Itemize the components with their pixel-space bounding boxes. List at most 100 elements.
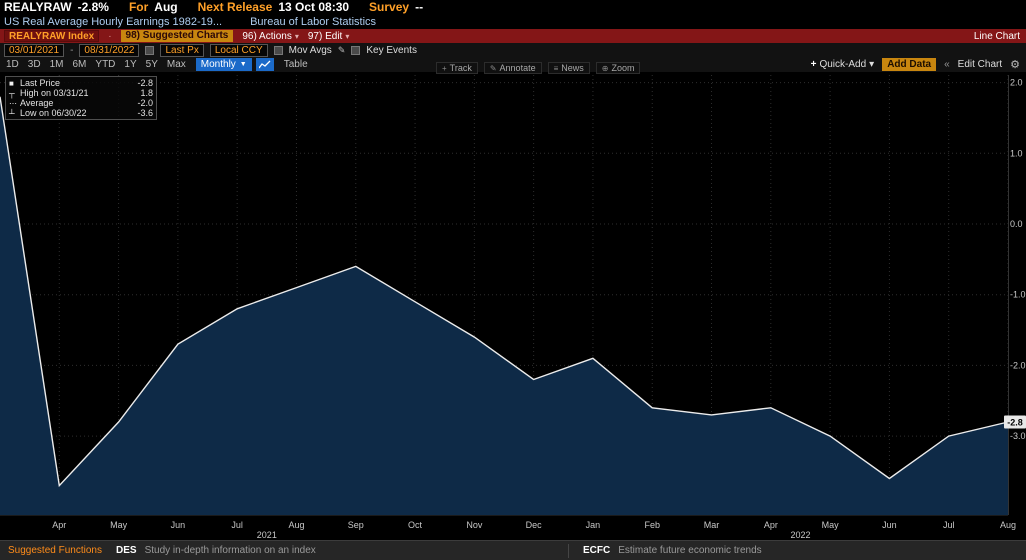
for-label: For (128, 0, 149, 14)
chart-tool-news[interactable]: ≡ News (547, 62, 590, 74)
edit-chart-button[interactable]: Edit Chart (957, 59, 1003, 70)
table-view-button[interactable]: Table (283, 59, 308, 70)
period-selector: 1D 3D 1M 6M YTD 1Y 5Y Max (6, 59, 186, 70)
edit-label: 97) Edit (307, 30, 343, 42)
chart-tools: + Track ✎ Annotate ≡ News ⊕ Zoom (436, 62, 641, 74)
frequency-select[interactable]: Monthly ▼ (195, 58, 252, 71)
start-date-input[interactable]: 03/01/2021 (4, 43, 65, 57)
security-field[interactable]: REALYRAW Index (4, 30, 100, 42)
survey-label: Survey (369, 0, 410, 14)
period-ytd[interactable]: YTD (95, 59, 116, 70)
legend-value: -2.8 (137, 78, 153, 88)
zoom-icon: ⊕ (601, 63, 609, 73)
chevron-down-icon: ▾ (345, 31, 350, 41)
x-axis-label: Sep (348, 520, 364, 530)
x-axis-year-label: 2021 (257, 530, 277, 540)
period-3d[interactable]: 3D (27, 59, 41, 70)
legend-row: ┴ Low on 06/30/22 -3.6 (9, 108, 153, 118)
chevron-down-icon: ▾ (869, 59, 875, 70)
square-marker-icon: ■ (9, 78, 14, 88)
actions-label: 96) Actions (242, 30, 292, 42)
collapse-panel-icon[interactable]: « (944, 59, 950, 70)
separator-dot: · (108, 30, 112, 42)
quick-add-button[interactable]: + Quick-Add ▾ (811, 59, 875, 70)
annotate-icon: ✎ (489, 63, 497, 73)
chart-tool-annotate[interactable]: ✎ Annotate (483, 62, 542, 74)
calendar-icon[interactable] (145, 45, 155, 55)
chart-tool-label: Track (449, 63, 472, 73)
high-marker-icon: ┬ (9, 88, 15, 98)
footer-items: DES Study in-depth information on an inde… (116, 543, 1026, 558)
chart-tool-label: News (561, 63, 584, 73)
y-axis-label: 0.0 (1010, 219, 1023, 229)
legend-row: ┬ High on 03/31/21 1.8 (9, 88, 153, 98)
x-axis-label: Mar (704, 520, 720, 530)
mov-avgs-toggle[interactable]: Mov Avgs (288, 44, 332, 56)
ticker: REALYRAW (4, 0, 72, 14)
legend-row: ■ Last Price -2.8 (9, 78, 153, 88)
screen-title: Line Chart (973, 30, 1020, 42)
period-max[interactable]: Max (166, 59, 186, 70)
dash-marker-icon: ⋯ (9, 98, 17, 108)
period-6m[interactable]: 6M (72, 59, 87, 70)
track-icon: + (442, 63, 447, 73)
function-code: ECFC (583, 545, 611, 556)
plus-icon: + (810, 59, 817, 70)
x-axis-label: Nov (466, 520, 483, 530)
date-range-separator: - (70, 44, 74, 56)
suggested-charts-button[interactable]: 98) Suggested Charts (120, 30, 234, 42)
chart-tool-zoom[interactable]: ⊕ Zoom (595, 62, 641, 74)
quick-add-label: Quick-Add (819, 59, 867, 70)
mov-avgs-swatch-icon[interactable] (273, 45, 283, 55)
key-events-swatch-icon[interactable] (351, 45, 361, 55)
period-1y[interactable]: 1Y (124, 59, 137, 70)
end-date-input[interactable]: 08/31/2022 (79, 43, 140, 57)
news-icon: ≡ (553, 63, 559, 73)
x-axis-label: Apr (764, 520, 778, 530)
x-axis-label: Apr (52, 520, 66, 530)
legend-value: 1.8 (140, 88, 153, 98)
suggested-functions-label: Suggested Functions (8, 545, 102, 556)
chart-tool-label: Zoom (611, 63, 635, 73)
chart-legend[interactable]: ■ Last Price -2.8 ┬ High on 03/31/21 1.8 ⋯ Aver… (5, 76, 157, 120)
legend-value: -3.6 (137, 108, 153, 118)
price-line (0, 96, 1009, 488)
for-value: Aug (154, 0, 178, 14)
price-field-select[interactable]: Last Px (160, 43, 204, 57)
y-axis-label: 1.0 (1010, 148, 1023, 158)
legend-row: ⋯ Average -2.0 (9, 98, 153, 108)
next-release-label: Next Release (197, 0, 273, 14)
ticker-change: -2.8% (77, 0, 109, 14)
legend-label: High on 03/31/21 (20, 88, 89, 98)
chart-style-button[interactable] (255, 58, 274, 71)
x-axis-label: Jun (171, 520, 186, 530)
currency-select[interactable]: Local CCY (209, 43, 268, 57)
price-chart[interactable]: 2.0 1.0 0.0 -1.0 -2.0 -3.0 Apr May Jun Jul Aug Sep O… (0, 72, 1026, 540)
legend-label: Low on 06/30/22 (20, 108, 87, 118)
key-events-toggle[interactable]: Key Events (366, 44, 417, 56)
x-axis-label: Oct (408, 520, 423, 530)
last-price-badge-value: -2.8 (1007, 417, 1023, 427)
chart-tool-track[interactable]: + Track (436, 62, 478, 74)
chevron-down-icon: ▾ (294, 31, 299, 41)
footer-item-ecfc[interactable]: ECFC Estimate future economic trends (568, 543, 762, 558)
x-axis-label: May (822, 520, 840, 530)
legend-label: Average (20, 98, 54, 108)
function-code: DES (116, 545, 137, 556)
x-axis-label: Feb (644, 520, 660, 530)
period-5y[interactable]: 5Y (145, 59, 158, 70)
x-axis-label: Aug (288, 520, 304, 530)
pencil-icon[interactable]: ✎ (337, 44, 346, 55)
y-axis-label: -1.0 (1010, 290, 1026, 300)
gear-icon[interactable]: ⚙ (1010, 59, 1020, 71)
function-desc: Study in-depth information on an index (144, 545, 316, 556)
edit-menu-button[interactable]: 97) Edit ▾ (308, 31, 349, 42)
x-axis-year-label: 2022 (790, 530, 810, 540)
security-description-line: US Real Average Hourly Earnings 1982-19.… (0, 14, 1026, 29)
period-1d[interactable]: 1D (6, 59, 19, 70)
actions-menu-button[interactable]: 96) Actions ▾ (242, 31, 299, 42)
footer-item-des[interactable]: DES Study in-depth information on an inde… (116, 545, 568, 556)
period-1m[interactable]: 1M (49, 59, 64, 70)
next-release-value: 13 Oct 08:30 (278, 0, 350, 14)
add-data-button[interactable]: Add Data (882, 58, 937, 71)
